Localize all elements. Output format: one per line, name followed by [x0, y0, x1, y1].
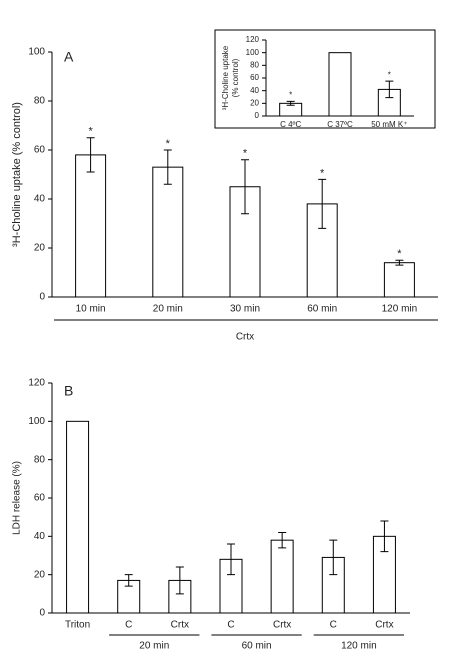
y-axis-label: (% control)	[231, 58, 240, 97]
bar	[383, 262, 415, 298]
x-tick-label: C	[227, 620, 234, 631]
y-tick-label: 80	[250, 60, 259, 69]
y-axis-label: ³H-Choline uptake (% control)	[11, 102, 23, 247]
error-bar	[227, 543, 235, 576]
x-tick-label: C	[330, 620, 337, 631]
x-tick-label: C 4ºC	[280, 120, 301, 129]
error-bar	[163, 149, 172, 185]
x-tick-label: Triton	[65, 620, 90, 631]
significance-marker: *	[166, 138, 171, 150]
y-tick-label: 120	[246, 35, 260, 44]
y-tick-label: 0	[39, 608, 45, 619]
bar	[306, 203, 338, 298]
x-tick-label: 50 mM K⁺	[371, 120, 407, 129]
significance-marker: *	[397, 248, 402, 260]
y-tick-label: 20	[250, 98, 259, 107]
significance-marker: *	[243, 148, 248, 160]
error-bar	[286, 100, 295, 106]
group-label: Crtx	[236, 332, 254, 343]
y-tick-label: 0	[39, 292, 45, 303]
x-tick-label: Crtx	[171, 620, 189, 631]
error-bar	[318, 178, 327, 229]
significance-marker: *	[320, 167, 325, 179]
y-tick-label: 120	[28, 378, 45, 389]
error-bar	[329, 539, 338, 576]
significance-marker: *	[388, 70, 391, 79]
x-tick-label: Crtx	[375, 620, 393, 631]
y-tick-label: 80	[34, 96, 46, 107]
y-tick-label: 40	[250, 86, 259, 95]
panel-label: B	[64, 383, 73, 399]
y-axis-label: LDH release (%)	[12, 461, 23, 535]
bar	[75, 154, 107, 298]
group-label: 60 min	[242, 641, 272, 652]
y-tick-label: 100	[28, 47, 45, 58]
error-bar	[241, 159, 249, 215]
x-tick-label: C	[125, 620, 132, 631]
error-bar	[86, 137, 95, 173]
significance-marker: *	[289, 91, 292, 100]
error-bar	[175, 566, 184, 595]
y-tick-label: 20	[34, 569, 46, 580]
y-tick-label: 60	[250, 73, 259, 82]
bar	[270, 539, 294, 614]
x-tick-label: 20 min	[153, 304, 183, 315]
y-tick-label: 0	[255, 111, 260, 120]
y-tick-label: 100	[246, 48, 260, 57]
bar	[152, 166, 184, 298]
error-bar	[385, 80, 394, 99]
error-bar	[278, 532, 287, 549]
x-tick-label: C 37ºC	[327, 120, 353, 129]
y-tick-label: 80	[34, 454, 46, 465]
error-bar	[124, 574, 133, 587]
x-tick-label: 10 min	[76, 304, 106, 315]
x-tick-label: Crtx	[273, 620, 291, 631]
significance-marker: *	[88, 126, 93, 138]
panel-label: A	[64, 49, 74, 65]
error-bar	[395, 259, 404, 266]
group-label: 20 min	[139, 641, 169, 652]
x-tick-label: 120 min	[382, 304, 418, 315]
x-tick-label: 30 min	[230, 304, 260, 315]
y-tick-label: 40	[34, 531, 46, 542]
bar	[66, 420, 90, 614]
y-tick-label: 40	[34, 194, 46, 205]
y-tick-label: 100	[28, 416, 45, 427]
error-bar	[380, 520, 389, 553]
y-axis-label: ³H-Choline uptake	[221, 45, 230, 110]
inset-frame	[214, 29, 436, 129]
y-tick-label: 20	[34, 243, 46, 254]
bar	[328, 52, 352, 117]
x-tick-label: 60 min	[307, 304, 337, 315]
y-tick-label: 60	[34, 493, 46, 504]
group-label: 120 min	[341, 641, 377, 652]
y-tick-label: 60	[34, 145, 46, 156]
